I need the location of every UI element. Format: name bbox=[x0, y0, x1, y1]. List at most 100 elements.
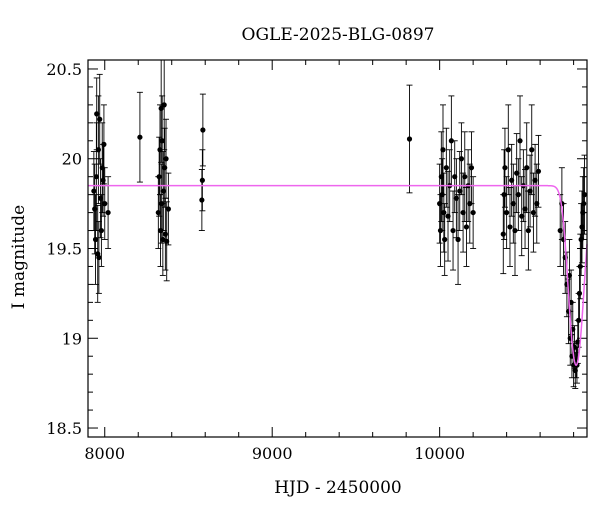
data-point bbox=[468, 165, 475, 171]
data-point bbox=[509, 177, 515, 183]
data-point bbox=[534, 201, 540, 207]
x-axis-label: HJD - 2450000 bbox=[274, 478, 402, 498]
data-point bbox=[581, 201, 587, 207]
data-point bbox=[443, 165, 449, 171]
data-point bbox=[529, 147, 535, 153]
data-point bbox=[510, 201, 516, 207]
data-point bbox=[101, 141, 107, 147]
data-point bbox=[159, 201, 165, 207]
data-point bbox=[158, 105, 164, 112]
data-point bbox=[579, 224, 585, 230]
data-point bbox=[165, 206, 171, 212]
data-point bbox=[95, 147, 101, 153]
y-tick-label: 20 bbox=[62, 150, 82, 169]
data-point bbox=[137, 134, 143, 140]
data-point bbox=[162, 231, 168, 237]
data-point bbox=[406, 136, 413, 142]
data-point bbox=[96, 254, 102, 261]
data-point bbox=[535, 168, 542, 174]
data-point bbox=[504, 209, 510, 216]
data-point bbox=[163, 156, 169, 162]
data-point bbox=[102, 201, 108, 207]
data-point bbox=[440, 147, 446, 153]
data-point bbox=[442, 236, 448, 243]
data-point bbox=[527, 188, 533, 194]
x-tick-label: 9000 bbox=[252, 444, 293, 463]
data-point bbox=[199, 197, 205, 203]
data-point bbox=[157, 147, 163, 153]
data-point bbox=[161, 102, 167, 108]
data-point bbox=[93, 174, 99, 180]
data-point bbox=[100, 177, 106, 183]
data-point bbox=[97, 116, 103, 122]
data-point bbox=[453, 195, 459, 201]
data-point bbox=[452, 174, 458, 180]
data-point bbox=[525, 227, 531, 234]
chart-title: OGLE-2025-BLG-0897 bbox=[242, 25, 435, 45]
data-point bbox=[522, 206, 528, 212]
data-point bbox=[577, 263, 583, 270]
data-point bbox=[199, 177, 205, 183]
data-point bbox=[457, 188, 463, 194]
data-point bbox=[437, 227, 444, 234]
data-point bbox=[164, 238, 170, 244]
data-point bbox=[448, 138, 454, 144]
tick-labels: 8000 9000 10000 18.5 19 19.5 20 20.5 bbox=[46, 60, 465, 463]
data-point bbox=[91, 188, 97, 194]
data-point bbox=[575, 339, 581, 345]
data-point bbox=[92, 206, 98, 212]
data-point bbox=[512, 227, 518, 234]
data-point bbox=[462, 174, 468, 180]
data-point bbox=[578, 236, 584, 243]
data-point bbox=[157, 227, 164, 234]
data-point bbox=[92, 236, 99, 243]
data-point bbox=[515, 192, 521, 198]
data-point bbox=[438, 174, 444, 180]
y-tick-label: 19.5 bbox=[46, 240, 82, 259]
data-point bbox=[160, 188, 166, 194]
y-axis-label: I magnitude bbox=[9, 205, 29, 309]
data-point bbox=[441, 209, 447, 216]
x-tick-label: 8000 bbox=[84, 444, 125, 463]
data-point bbox=[580, 209, 586, 216]
data-point bbox=[94, 111, 100, 117]
data-point bbox=[97, 195, 104, 201]
data-point bbox=[463, 224, 470, 230]
data-point bbox=[455, 236, 461, 243]
y-tick-label: 18.5 bbox=[46, 419, 82, 438]
data-point bbox=[470, 209, 476, 216]
data-point bbox=[581, 192, 588, 198]
data-point bbox=[557, 227, 563, 234]
data-point bbox=[439, 192, 445, 198]
data-point bbox=[517, 138, 523, 144]
data-point bbox=[458, 156, 465, 162]
data-point bbox=[524, 165, 530, 171]
error-bars bbox=[90, 59, 588, 389]
data-point bbox=[155, 209, 161, 216]
data-point bbox=[156, 174, 162, 180]
data-point bbox=[530, 209, 537, 216]
data-point bbox=[505, 147, 511, 153]
data-point bbox=[99, 165, 105, 171]
plot-frame bbox=[87, 59, 588, 438]
data-point bbox=[98, 227, 104, 234]
data-point bbox=[500, 231, 506, 237]
data-point bbox=[562, 254, 568, 261]
data-point bbox=[159, 138, 165, 144]
data-point bbox=[501, 192, 507, 198]
x-tick-label: 10000 bbox=[414, 444, 465, 463]
data-point bbox=[576, 290, 583, 296]
y-tick-label: 20.5 bbox=[46, 60, 82, 79]
data-point bbox=[519, 213, 525, 219]
data-point bbox=[460, 209, 466, 216]
data-point bbox=[437, 201, 443, 207]
y-tick-label: 19 bbox=[62, 329, 82, 348]
data-points bbox=[91, 102, 588, 374]
data-point bbox=[572, 367, 578, 374]
data-point bbox=[514, 170, 520, 176]
data-point bbox=[502, 165, 508, 171]
data-point bbox=[507, 224, 513, 230]
data-point bbox=[105, 209, 111, 216]
model-curve bbox=[88, 184, 588, 366]
